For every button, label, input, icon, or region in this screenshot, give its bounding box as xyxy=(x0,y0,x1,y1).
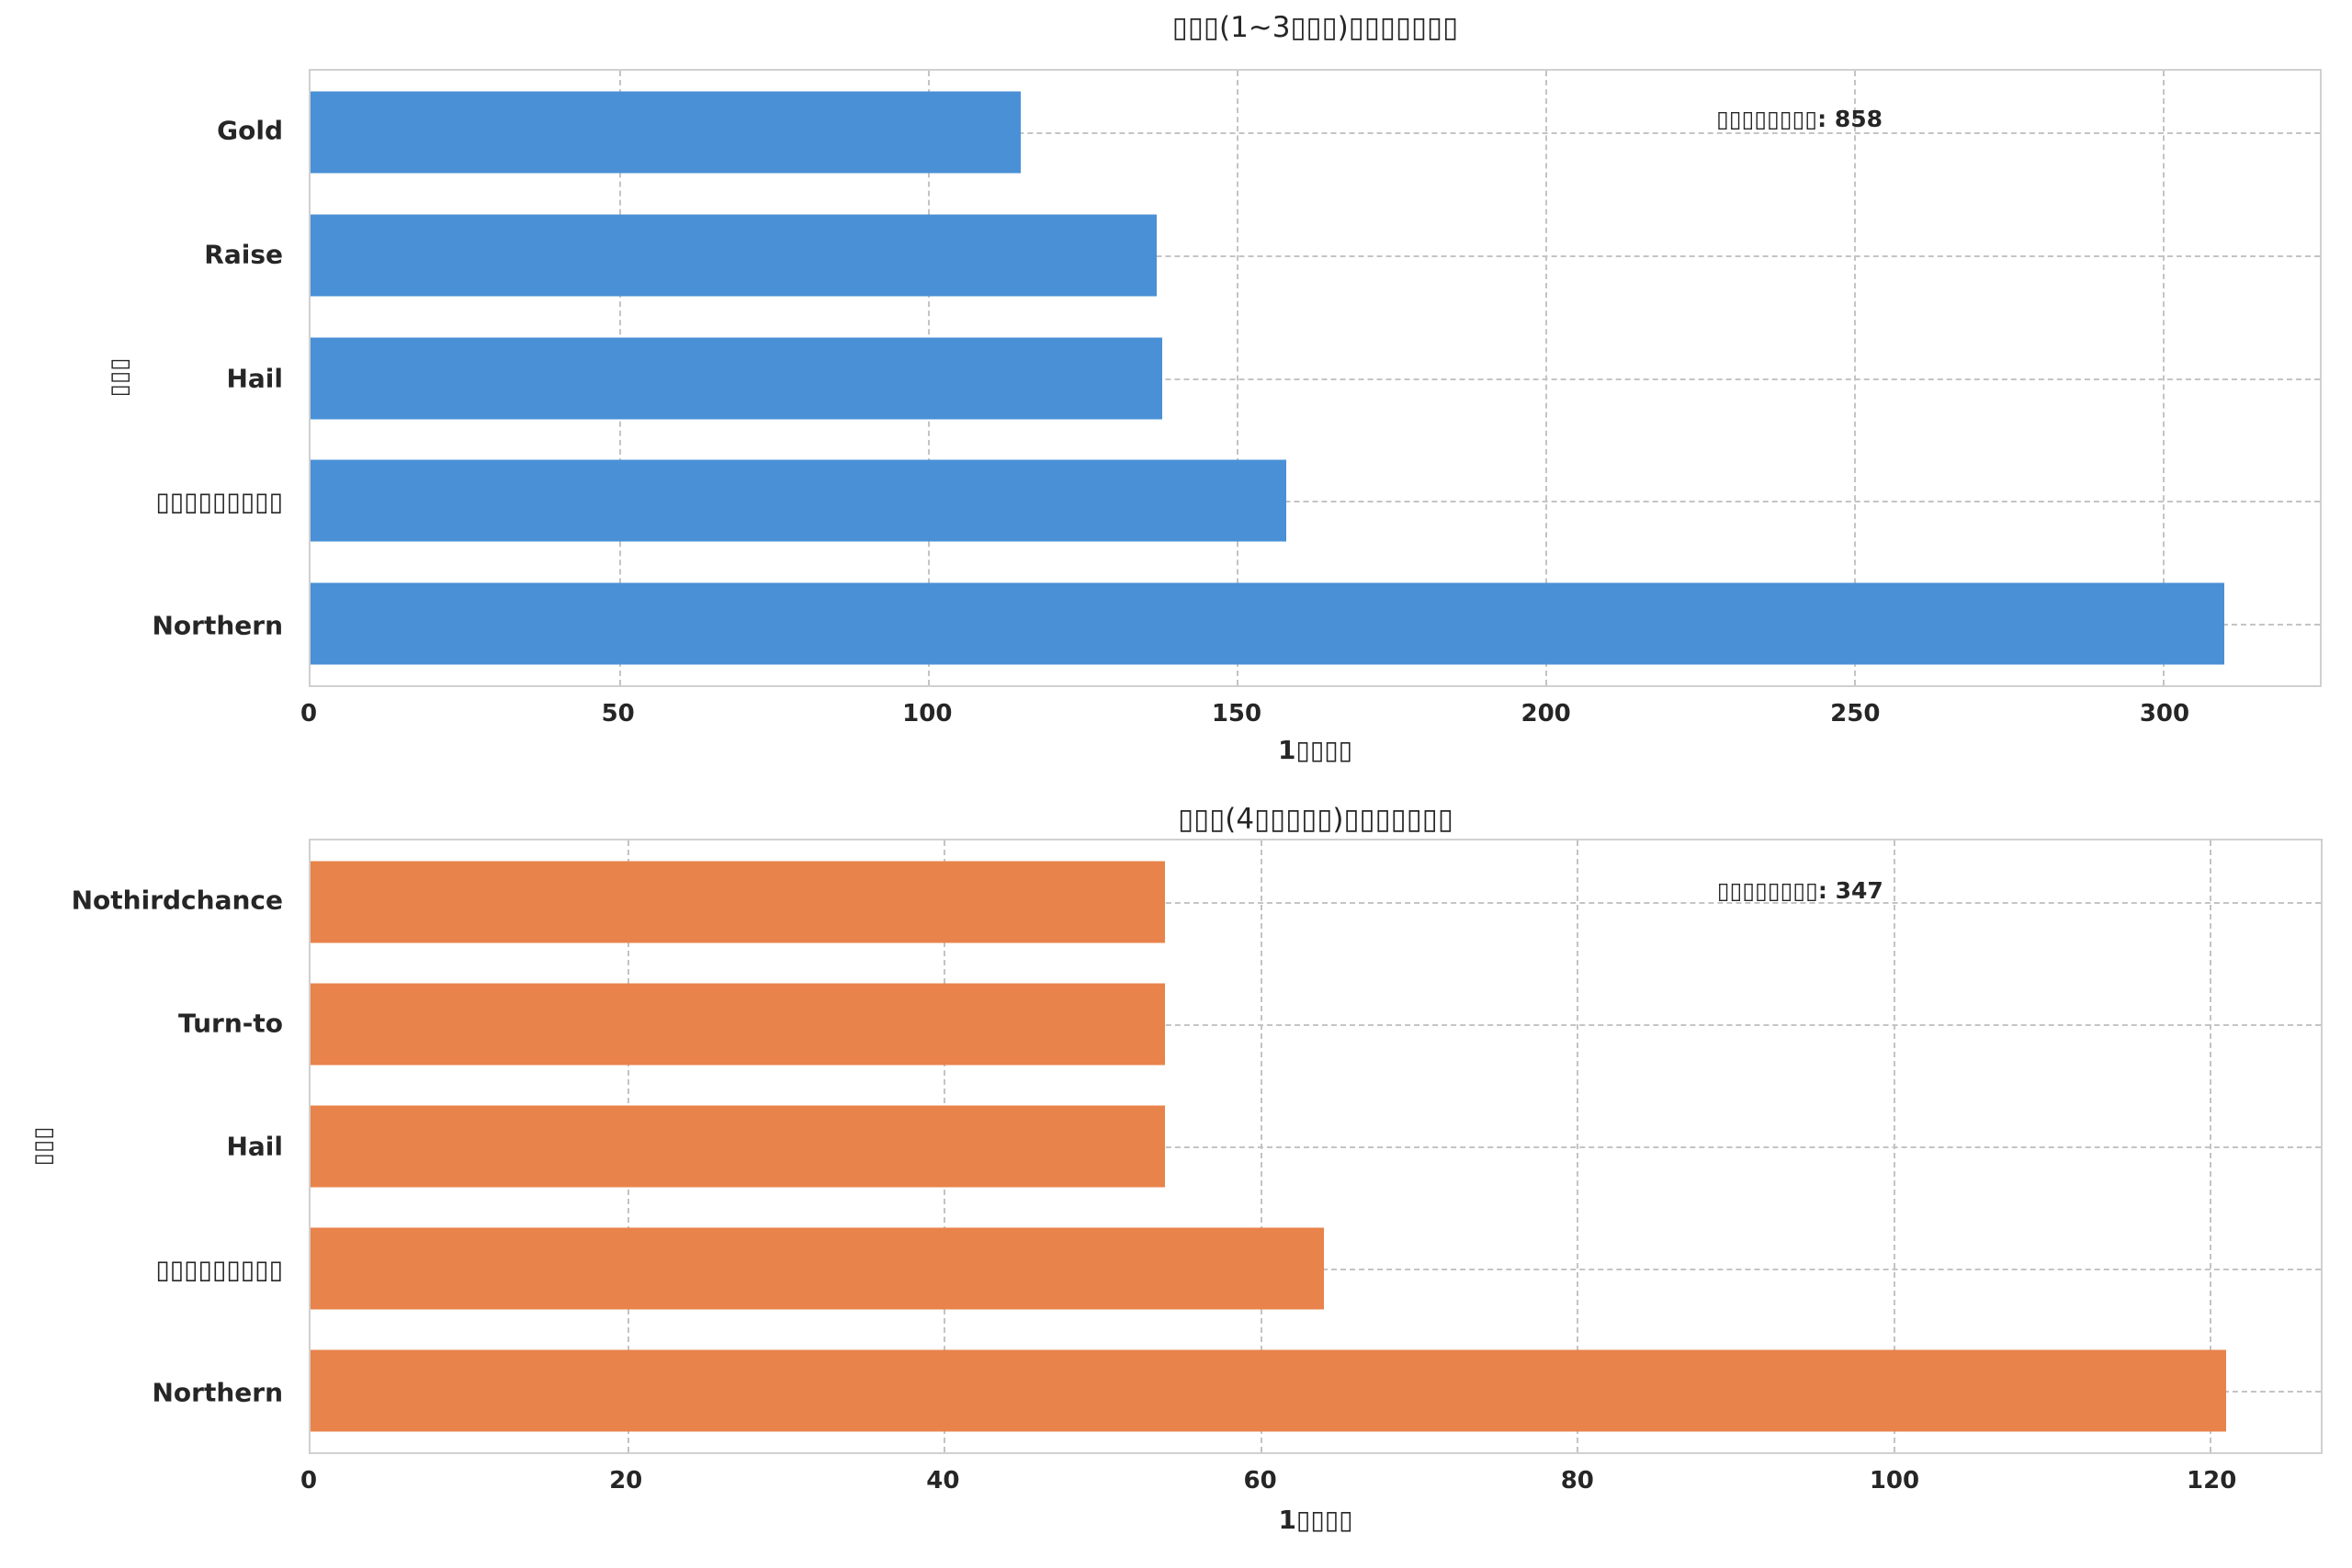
gridline-horizontal xyxy=(311,378,2320,380)
bar-turnto xyxy=(311,983,1166,1066)
bar-gold xyxy=(311,91,1021,174)
tick-label: 80 xyxy=(1560,1467,1594,1495)
bar-hail xyxy=(311,1105,1166,1188)
total-annotation: ▯▯▯▯▯▯▯▯: 347 xyxy=(1716,877,1883,904)
gridline-horizontal xyxy=(311,1023,2321,1026)
bar-northern xyxy=(311,1349,2226,1432)
tick-label: 250 xyxy=(1830,700,1881,728)
category-label: ▯▯▯▯▯▯▯▯▯ xyxy=(155,486,283,517)
category-label: Hail xyxy=(226,363,283,393)
category-label: Hail xyxy=(226,1131,283,1162)
category-axis: Gold Raise Hail ▯▯▯▯▯▯▯▯▯ Northern xyxy=(0,69,296,687)
chart-title: ▯▯▯(4▯▯▯▯▯)▯▯▯▯▯▯▯ xyxy=(1178,803,1453,836)
tick-label: 200 xyxy=(1521,700,1571,728)
bar- xyxy=(311,459,1286,542)
category-label: Turn-to xyxy=(178,1008,283,1039)
chart-title: ▯▯▯(1~3▯▯▯)▯▯▯▯▯▯▯ xyxy=(1171,11,1459,44)
tick-label: 0 xyxy=(300,1467,318,1495)
x-axis-ticks: 0 50 100 150 200 250 300 xyxy=(300,700,2322,733)
category-label: Gold xyxy=(217,115,283,146)
bar-nothirdchance xyxy=(311,861,1166,943)
plot-area: ▯▯▯▯▯▯▯▯: 347 xyxy=(309,839,2323,1454)
category-label: Nothirdchance xyxy=(71,885,283,916)
gridline-horizontal xyxy=(311,131,2320,134)
gridline-horizontal xyxy=(311,901,2321,904)
bar- xyxy=(311,1227,1324,1310)
tick-label: 0 xyxy=(300,700,318,728)
category-label: Northern xyxy=(152,610,283,641)
tick-label: 100 xyxy=(1869,1467,1920,1495)
gridline-horizontal xyxy=(311,1146,2321,1148)
gridline-horizontal xyxy=(311,254,2320,257)
tick-label: 60 xyxy=(1243,1467,1277,1495)
x-axis-label: 1▯▯▯▯ xyxy=(1278,1505,1353,1535)
tick-label: 50 xyxy=(601,700,635,728)
plot-area: ▯▯▯▯▯▯▯▯: 858 xyxy=(309,69,2322,687)
tick-label: 150 xyxy=(1211,700,1262,728)
tick-label: 100 xyxy=(902,700,953,728)
tick-label: 20 xyxy=(609,1467,643,1495)
gridline-horizontal xyxy=(311,501,2320,503)
category-label: Raise xyxy=(204,239,283,270)
bar-raise xyxy=(311,214,1157,297)
tick-label: 40 xyxy=(926,1467,960,1495)
tick-label: 300 xyxy=(2139,700,2190,728)
category-label: ▯▯▯▯▯▯▯▯▯ xyxy=(155,1254,283,1285)
total-annotation: ▯▯▯▯▯▯▯▯: 858 xyxy=(1716,106,1883,132)
x-axis-label: 1▯▯▯▯ xyxy=(1277,735,1353,765)
bar-northern xyxy=(311,582,2225,665)
category-axis: Nothirdchance Turn-to Hail ▯▯▯▯▯▯▯▯▯ Norther… xyxy=(0,839,296,1454)
tick-label: 120 xyxy=(2187,1467,2237,1495)
x-axis-ticks: 0 20 40 60 80 100 120 xyxy=(300,1467,2323,1500)
category-label: Northern xyxy=(152,1377,283,1408)
bar-hail xyxy=(311,337,1163,419)
